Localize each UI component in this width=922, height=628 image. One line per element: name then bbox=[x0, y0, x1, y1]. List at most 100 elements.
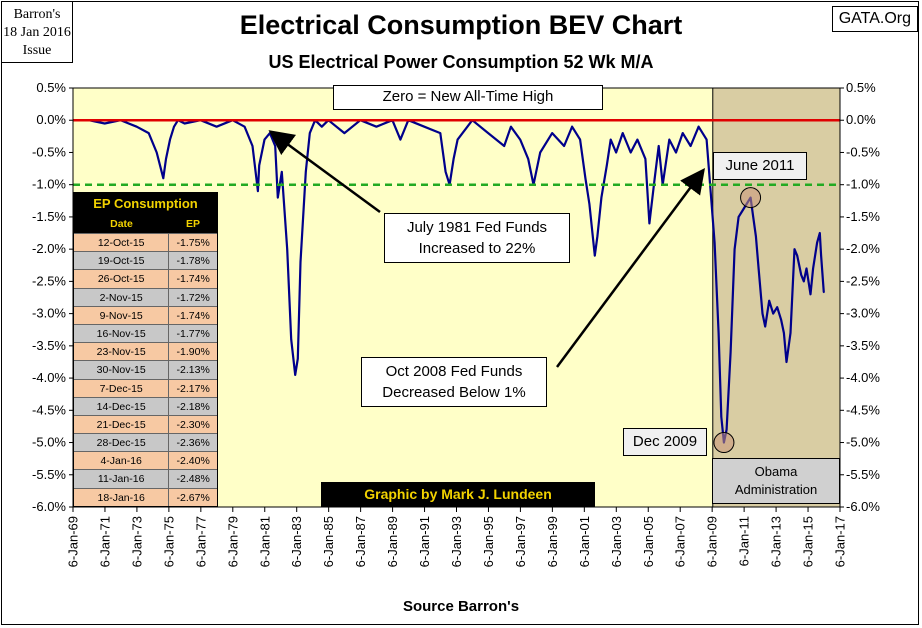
issue-stamp: Barron's 18 Jan 2016 Issue bbox=[1, 1, 73, 63]
x-tick-label: 6-Jan-07 bbox=[673, 516, 688, 567]
table-cell-date: 4-Jan-16 bbox=[74, 452, 170, 470]
data-point bbox=[297, 357, 299, 360]
issue-stamp-line2: 18 Jan 2016 bbox=[3, 25, 71, 40]
data-point bbox=[399, 138, 402, 141]
dec2009-note: Dec 2009 bbox=[623, 428, 707, 456]
x-tick-label: 6-Jan-75 bbox=[161, 516, 176, 567]
x-tick-label: 6-Jan-81 bbox=[257, 516, 272, 567]
data-point bbox=[286, 248, 288, 250]
table-cell-date: 14-Dec-15 bbox=[74, 397, 170, 415]
data-point bbox=[309, 132, 311, 134]
x-tick-label: 6-Jan-83 bbox=[289, 516, 304, 567]
data-point bbox=[243, 125, 246, 128]
data-point bbox=[780, 319, 782, 321]
data-point bbox=[571, 125, 573, 128]
data-point bbox=[563, 145, 565, 147]
table-cell-ep: -1.75% bbox=[176, 237, 210, 249]
y-axis-left: 0.5% 0.0% -0.5% -1.0% -1.5% -2.0% -2.5% -3.0% -3… bbox=[32, 80, 73, 514]
data-point bbox=[729, 351, 732, 354]
y-tick-label: -5.5% bbox=[846, 467, 880, 482]
data-point bbox=[269, 132, 271, 134]
x-tick-label: 6-Jan-93 bbox=[449, 516, 464, 567]
y-tick-label: 0.5% bbox=[36, 80, 66, 95]
data-point bbox=[629, 151, 632, 154]
data-point bbox=[644, 158, 647, 160]
x-tick-label: 6-Jan-09 bbox=[705, 516, 720, 567]
data-point bbox=[768, 299, 771, 302]
table-cell-date: 21-Dec-15 bbox=[74, 415, 170, 434]
data-point bbox=[764, 325, 767, 328]
y-tick-label: -6.0% bbox=[32, 499, 66, 514]
data-point bbox=[657, 145, 660, 147]
dec2009-highlight-circle bbox=[713, 432, 735, 454]
y-tick-label: -4.5% bbox=[846, 402, 880, 417]
table-cell-date: 16-Nov-15 bbox=[74, 324, 170, 343]
table-header-row: Date EP bbox=[74, 215, 217, 233]
x-tick-label: 6-Jan-71 bbox=[97, 516, 112, 567]
data-point bbox=[551, 132, 553, 134]
table-cell-ep: -2.18% bbox=[176, 400, 210, 413]
data-point bbox=[173, 125, 175, 128]
table-row: 2-Nov-15 -1.72% bbox=[74, 287, 217, 306]
table-cell-date: 28-Dec-15 bbox=[74, 434, 170, 452]
table-row: 12-Oct-15 -1.75% bbox=[74, 233, 217, 252]
table-cell-ep: -1.74% bbox=[176, 309, 210, 322]
data-point bbox=[783, 332, 785, 334]
y-tick-label: -2.5% bbox=[846, 273, 880, 288]
data-point bbox=[439, 132, 442, 134]
data-point bbox=[757, 267, 760, 270]
data-point bbox=[251, 145, 254, 147]
data-point bbox=[725, 428, 728, 431]
table-row: 28-Dec-15 -2.36% bbox=[74, 433, 217, 452]
data-point bbox=[519, 138, 521, 141]
table-row: 16-Nov-15 -1.77% bbox=[74, 323, 217, 343]
july1981-line1: July 1981 Fed Funds bbox=[406, 219, 548, 236]
x-axis-label: Source Barron's bbox=[402, 598, 520, 615]
data-point bbox=[668, 138, 671, 141]
issue-stamp-line3: Issue bbox=[22, 43, 52, 58]
table-title: EP Consumption bbox=[74, 193, 217, 215]
table-row: 14-Dec-15 -2.18% bbox=[74, 396, 217, 415]
table-cell-ep: -1.78% bbox=[176, 255, 210, 268]
gata-label: GATA.Org bbox=[831, 6, 918, 32]
x-tick-label: 6-Jan-77 bbox=[193, 516, 208, 567]
data-point bbox=[294, 374, 296, 376]
table-cell-ep: -2.36% bbox=[176, 437, 210, 450]
oct2008-line1: Oct 2008 Fed Funds bbox=[385, 363, 523, 380]
table-cell-date: 9-Nov-15 bbox=[74, 306, 170, 324]
data-point bbox=[816, 241, 818, 244]
data-point bbox=[600, 196, 603, 199]
issue-stamp-line1: Barron's bbox=[13, 7, 61, 22]
zero-note: Zero = New All-Time High bbox=[333, 85, 603, 110]
data-point bbox=[375, 125, 378, 128]
y-tick-label: -1.5% bbox=[846, 209, 880, 224]
x-tick-label: 6-Jan-11 bbox=[737, 516, 752, 566]
data-point bbox=[823, 291, 825, 294]
credit-banner: Graphic by Mark J. Lundeen bbox=[321, 482, 595, 507]
y-tick-label: -0.5% bbox=[32, 144, 66, 159]
y-tick-label: -4.0% bbox=[846, 370, 880, 385]
data-point bbox=[258, 164, 261, 167]
july1981-arrow bbox=[268, 130, 381, 214]
y-tick-label: -1.0% bbox=[32, 177, 66, 192]
table-row: 11-Jan-16 -2.48% bbox=[74, 469, 217, 488]
data-point bbox=[653, 177, 656, 180]
data-point bbox=[274, 145, 276, 147]
data-point bbox=[621, 132, 624, 134]
data-point bbox=[277, 196, 279, 199]
data-point bbox=[290, 338, 292, 341]
data-point bbox=[588, 203, 591, 205]
data-point bbox=[675, 151, 677, 154]
x-tick-label: 6-Jan-73 bbox=[129, 516, 144, 567]
table-row: 9-Nov-15 -1.74% bbox=[74, 305, 217, 324]
data-point bbox=[305, 171, 307, 173]
x-tick-label: 6-Jan-17 bbox=[833, 516, 848, 567]
table-cell-ep: -1.74% bbox=[176, 273, 210, 286]
x-tick-label: 6-Jan-13 bbox=[769, 516, 784, 567]
chart-title: Electrical Consumption BEV Chart bbox=[239, 10, 683, 40]
table-cell-date: 2-Nov-15 bbox=[74, 288, 170, 306]
data-point bbox=[809, 293, 812, 296]
series-line bbox=[79, 119, 825, 444]
y-tick-label: 0.5% bbox=[846, 80, 876, 95]
